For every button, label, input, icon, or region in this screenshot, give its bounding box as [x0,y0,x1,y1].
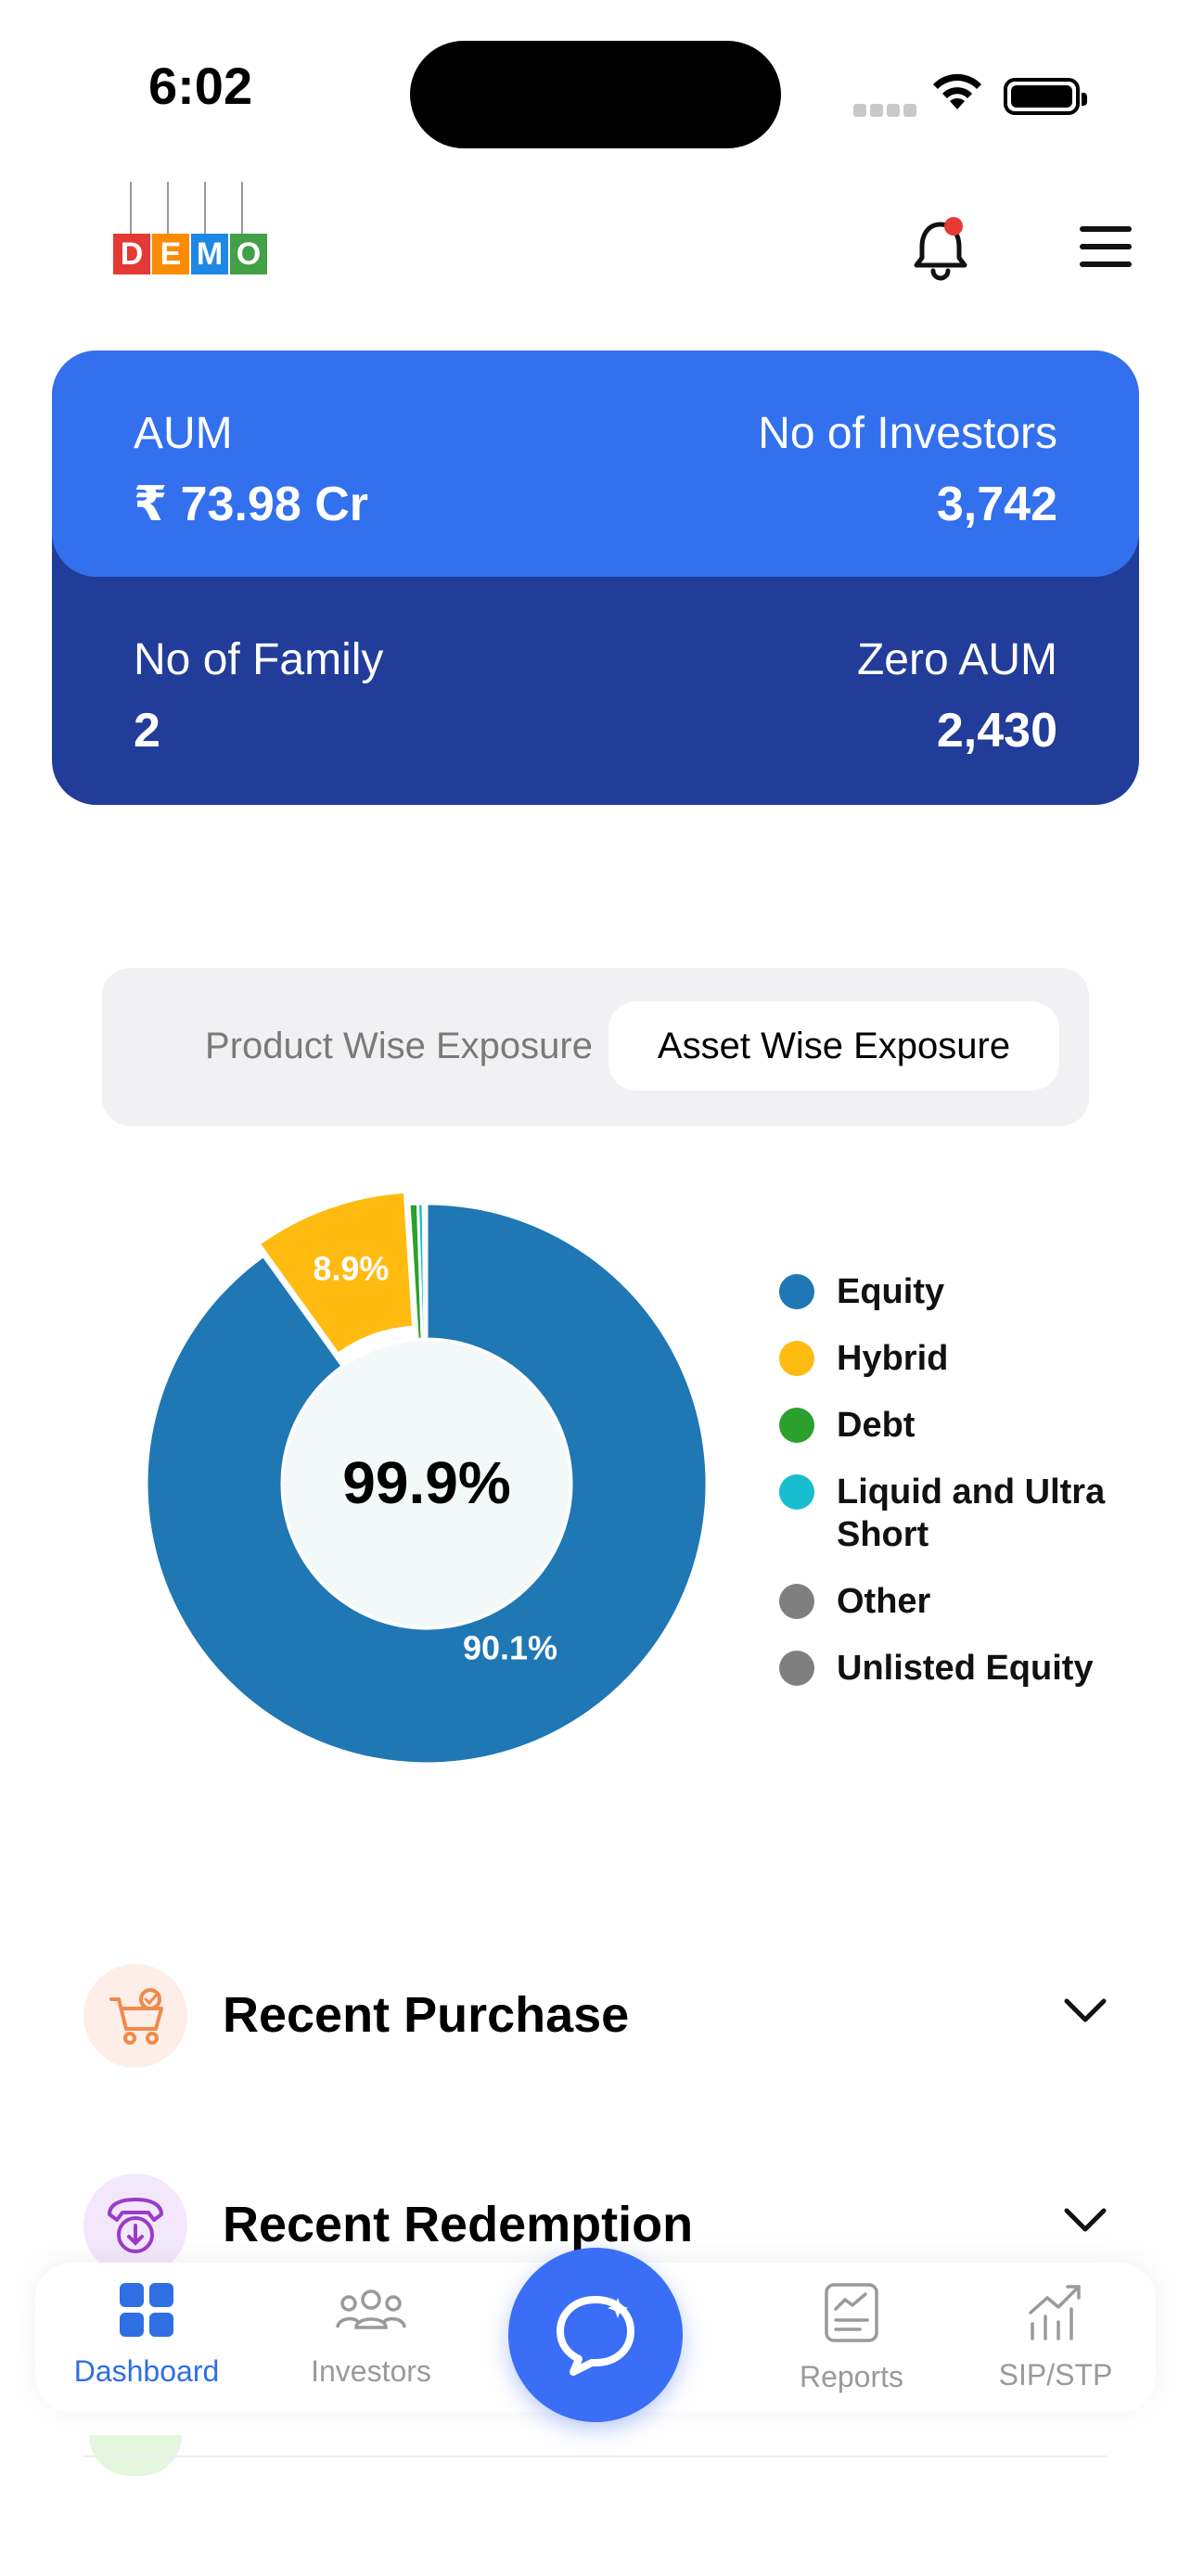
slice-hybrid[interactable] [257,1190,416,1357]
ai-chat-icon [557,2296,634,2376]
reports-icon [825,2283,878,2342]
chevron-down-icon[interactable] [1063,2207,1108,2239]
recent-purchase-title: Recent Purchase [223,1987,630,2043]
nav-reports[interactable]: Reports [759,2281,944,2394]
legend-swatch [779,1584,814,1619]
legend-swatch [779,1408,814,1443]
family-label: No of Family [134,635,384,684]
asset-exposure-donut-chart: 90.1% 8.9% 99.9% [121,1178,733,1790]
logo-letter: D [113,234,150,274]
status-time: 6:02 [148,57,253,115]
legend-item[interactable]: Debt [779,1404,1152,1447]
tab-asset-wise-exposure[interactable]: Asset Wise Exposure [608,1001,1059,1090]
logo-letter: E [152,234,189,274]
exposure-segmented-control: Product Wise Exposure Asset Wise Exposur… [102,968,1089,1126]
donut-center [284,1341,570,1626]
zero-aum-value: 2,430 [936,704,1057,758]
legend-swatch [779,1651,814,1686]
investors-label: No of Investors [758,409,1057,458]
legend-label: Unlisted Equity [837,1649,1094,1688]
family-value: 2 [134,704,160,758]
wifi-icon [929,70,985,116]
nav-reports-label: Reports [799,2360,904,2393]
slice-unlisted-equity[interactable] [423,1202,429,1341]
cellular-signal-icon [853,104,920,121]
legend-item[interactable]: Unlisted Equity [779,1647,1152,1690]
data-label-equity: 90.1% [463,1629,557,1667]
notification-bell-icon[interactable] [911,217,970,287]
logo-letter: M [191,234,228,274]
legend-label: Liquid and Ultra Short [837,1473,1106,1554]
legend-item[interactable]: Equity [779,1270,1152,1313]
aum-value: ₹ 73.98 Cr [134,478,368,531]
nav-investors[interactable]: Investors [278,2281,464,2389]
nav-dashboard-label: Dashboard [73,2354,220,2388]
legend-item[interactable]: Liquid and Ultra Short [779,1471,1152,1556]
nav-dashboard[interactable]: Dashboard [54,2281,239,2389]
dashboard-grid-icon [120,2283,173,2337]
investors-value: 3,742 [936,478,1057,531]
stats-card-top [52,351,1139,577]
aum-label: AUM [134,409,233,458]
cart-check-icon [83,1964,187,2068]
legend-label: Other [837,1582,931,1621]
divider [83,2455,1108,2457]
legend-swatch [779,1474,814,1510]
legend-label: Hybrid [837,1339,949,1378]
legend-item[interactable]: Hybrid [779,1337,1152,1380]
hamburger-menu-icon[interactable] [1080,226,1132,267]
investors-group-icon [336,2289,406,2329]
stats-card: AUM ₹ 73.98 Cr No of Investors 3,742 No … [52,351,1139,805]
demo-logo: D E M O [111,182,269,278]
nav-investors-label: Investors [311,2354,431,2388]
legend-label: Equity [837,1272,945,1311]
recent-redemption-section[interactable]: Recent Redemption [83,2174,1108,2285]
chevron-down-icon[interactable] [1063,1997,1108,2030]
legend-swatch [779,1341,814,1376]
ai-chat-fab[interactable] [508,2248,683,2422]
chart-legend: Equity Hybrid Debt Liquid and Ultra Short Ot… [779,1270,1152,1714]
recent-purchase-section[interactable]: Recent Purchase [83,1964,1108,2075]
battery-icon [1004,78,1087,115]
nav-sip-stp-label: SIP/STP [998,2358,1113,2391]
recent-redemption-title: Recent Redemption [223,2197,694,2252]
nav-sip-stp[interactable]: SIP/STP [963,2281,1148,2392]
slice-equity[interactable] [145,1202,709,1766]
redemption-icon [83,2174,187,2277]
donut-center-label: 99.9% [342,1449,510,1516]
data-label-hybrid: 8.9% [313,1250,389,1288]
sip-chart-icon [1029,2285,1081,2340]
logo-letter: O [230,234,267,274]
legend-swatch [779,1274,814,1309]
zero-aum-label: Zero AUM [856,635,1057,684]
legend-item[interactable]: Other [779,1580,1152,1623]
dynamic-island [410,41,781,148]
legend-label: Debt [837,1406,916,1445]
tab-product-wise-exposure[interactable]: Product Wise Exposure [205,1026,593,1066]
